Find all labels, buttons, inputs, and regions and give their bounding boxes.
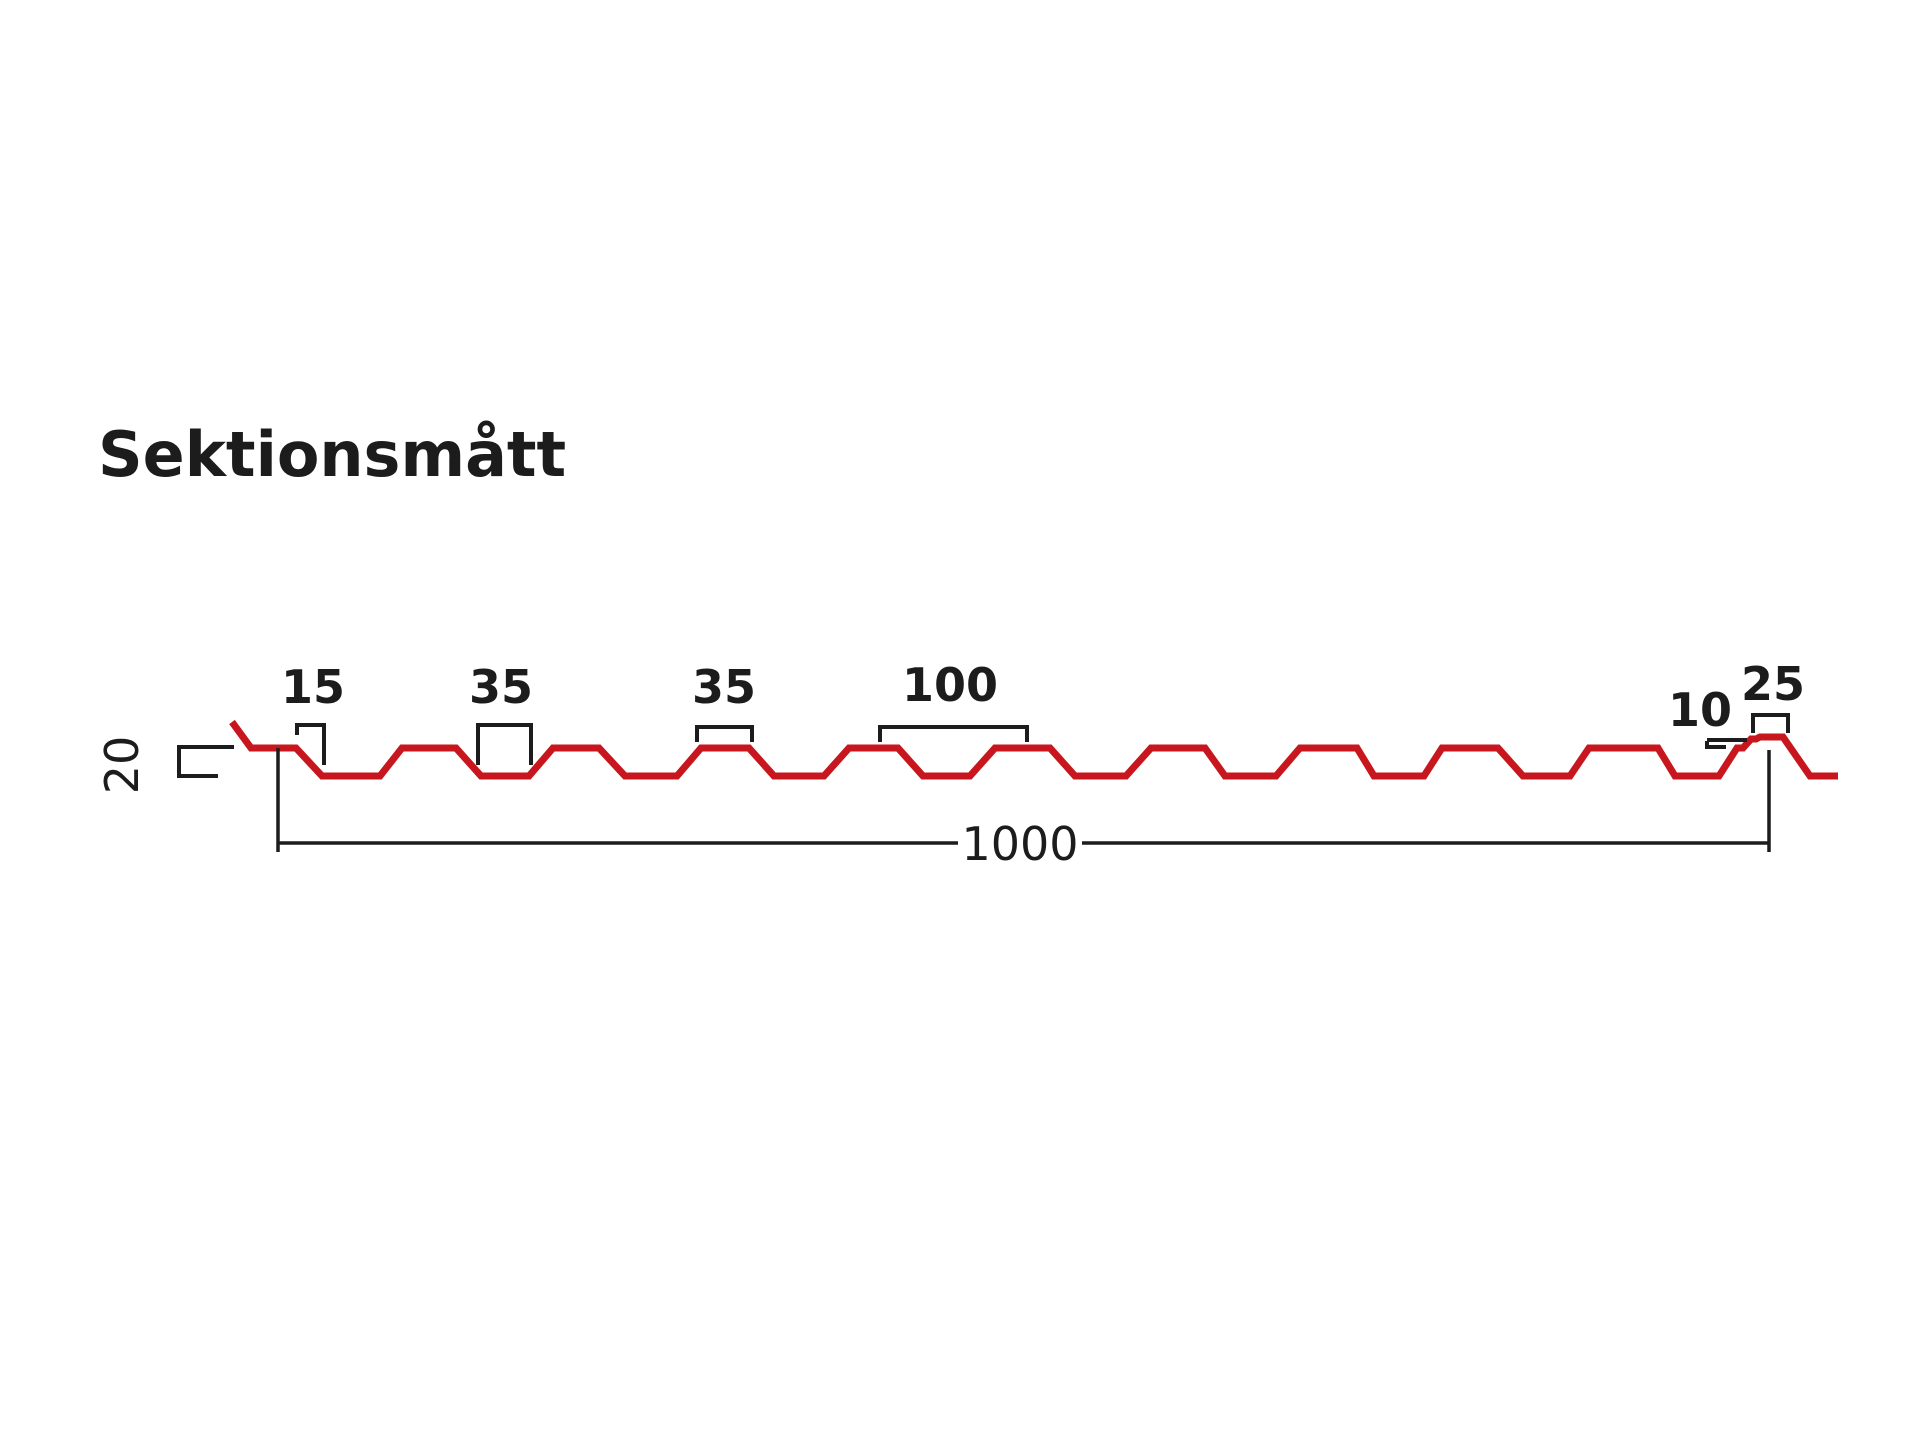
edge-top-dimension: 25 xyxy=(1741,657,1805,733)
height-bracket xyxy=(177,745,234,778)
rib-top-dimension: 35 xyxy=(692,660,756,742)
edge-top-label: 25 xyxy=(1741,657,1805,711)
valley-width-label: 35 xyxy=(469,660,533,714)
page-title: Sektionsmått xyxy=(98,418,567,491)
rib-flank-bracket xyxy=(295,723,326,765)
rib-top-label: 35 xyxy=(692,660,756,714)
edge-step-label: 10 xyxy=(1668,683,1732,737)
rib-top-bracket xyxy=(695,725,754,742)
edge-step-bracket xyxy=(1705,741,1726,749)
sheet-profile-line xyxy=(229,719,1838,780)
rib-flank-dimension: 15 xyxy=(281,660,345,765)
valley-width-dimension: 35 xyxy=(469,660,533,765)
edge-top-bracket xyxy=(1751,713,1790,733)
valley-width-bracket xyxy=(476,723,533,765)
edge-step-dimension: 10 xyxy=(1668,683,1747,749)
pitch-bracket xyxy=(878,725,1029,742)
cover-width-dimension: 1000 xyxy=(276,748,1771,871)
pitch-dimension: 100 xyxy=(878,658,1029,742)
cover-width-label: 1000 xyxy=(961,817,1078,871)
height-label: 20 xyxy=(95,736,149,795)
pitch-label: 100 xyxy=(902,658,998,712)
height-dimension: 20 xyxy=(95,736,234,795)
rib-flank-label: 15 xyxy=(281,660,345,714)
